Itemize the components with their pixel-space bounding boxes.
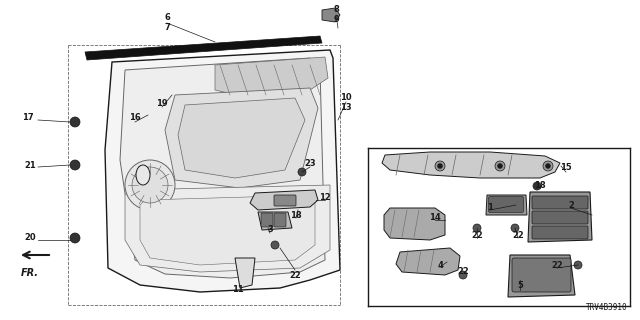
Circle shape bbox=[511, 224, 519, 232]
Circle shape bbox=[70, 233, 80, 243]
FancyBboxPatch shape bbox=[532, 226, 588, 239]
Circle shape bbox=[438, 164, 442, 169]
Text: 23: 23 bbox=[304, 158, 316, 167]
Circle shape bbox=[543, 161, 553, 171]
Polygon shape bbox=[165, 88, 318, 188]
Text: 20: 20 bbox=[24, 234, 36, 243]
Circle shape bbox=[70, 160, 80, 170]
Text: 1: 1 bbox=[487, 204, 493, 212]
Circle shape bbox=[298, 168, 306, 176]
Text: 22: 22 bbox=[457, 268, 469, 276]
Circle shape bbox=[495, 161, 505, 171]
Text: 6: 6 bbox=[164, 13, 170, 22]
Polygon shape bbox=[120, 58, 325, 278]
Circle shape bbox=[70, 117, 80, 127]
FancyBboxPatch shape bbox=[532, 196, 588, 209]
Text: 9: 9 bbox=[333, 15, 339, 25]
Polygon shape bbox=[508, 255, 575, 297]
Polygon shape bbox=[486, 195, 527, 215]
Circle shape bbox=[574, 261, 582, 269]
Circle shape bbox=[435, 161, 445, 171]
Polygon shape bbox=[178, 98, 305, 178]
Text: 22: 22 bbox=[471, 231, 483, 241]
Polygon shape bbox=[382, 152, 560, 178]
FancyBboxPatch shape bbox=[512, 258, 571, 292]
Text: 18: 18 bbox=[534, 180, 546, 189]
FancyBboxPatch shape bbox=[488, 196, 524, 212]
Text: TRV4B3910: TRV4B3910 bbox=[586, 303, 628, 312]
Polygon shape bbox=[384, 208, 445, 240]
FancyBboxPatch shape bbox=[532, 211, 588, 224]
Text: 18: 18 bbox=[290, 211, 302, 220]
Polygon shape bbox=[396, 248, 460, 275]
Circle shape bbox=[497, 164, 502, 169]
Circle shape bbox=[533, 182, 541, 190]
Text: 2: 2 bbox=[568, 201, 574, 210]
Circle shape bbox=[473, 224, 481, 232]
Text: 16: 16 bbox=[129, 114, 141, 123]
FancyBboxPatch shape bbox=[261, 213, 273, 227]
Polygon shape bbox=[322, 8, 340, 22]
Circle shape bbox=[271, 241, 279, 249]
Polygon shape bbox=[85, 36, 322, 60]
Ellipse shape bbox=[136, 165, 150, 185]
Polygon shape bbox=[250, 190, 318, 210]
Text: 12: 12 bbox=[319, 193, 331, 202]
FancyBboxPatch shape bbox=[274, 213, 286, 227]
Text: 7: 7 bbox=[164, 23, 170, 33]
Polygon shape bbox=[140, 195, 315, 265]
Text: 22: 22 bbox=[512, 231, 524, 241]
Polygon shape bbox=[528, 192, 592, 242]
Polygon shape bbox=[258, 212, 292, 230]
Circle shape bbox=[132, 167, 168, 203]
Text: 21: 21 bbox=[24, 161, 36, 170]
Circle shape bbox=[545, 164, 550, 169]
FancyBboxPatch shape bbox=[274, 195, 296, 206]
Circle shape bbox=[459, 271, 467, 279]
Text: 22: 22 bbox=[551, 260, 563, 269]
Text: FR.: FR. bbox=[21, 268, 39, 278]
Text: 17: 17 bbox=[22, 114, 34, 123]
Text: 11: 11 bbox=[232, 285, 244, 294]
Circle shape bbox=[125, 160, 175, 210]
Polygon shape bbox=[125, 185, 330, 272]
Text: 15: 15 bbox=[560, 164, 572, 172]
Text: 22: 22 bbox=[289, 270, 301, 279]
Text: 13: 13 bbox=[340, 102, 352, 111]
Text: 10: 10 bbox=[340, 92, 352, 101]
Polygon shape bbox=[215, 57, 328, 98]
Text: 5: 5 bbox=[517, 281, 523, 290]
Polygon shape bbox=[235, 258, 255, 288]
Text: 19: 19 bbox=[156, 99, 168, 108]
Text: 14: 14 bbox=[429, 213, 441, 222]
Text: 3: 3 bbox=[267, 226, 273, 235]
Polygon shape bbox=[105, 50, 340, 292]
Text: 8: 8 bbox=[333, 5, 339, 14]
Text: 4: 4 bbox=[437, 260, 443, 269]
